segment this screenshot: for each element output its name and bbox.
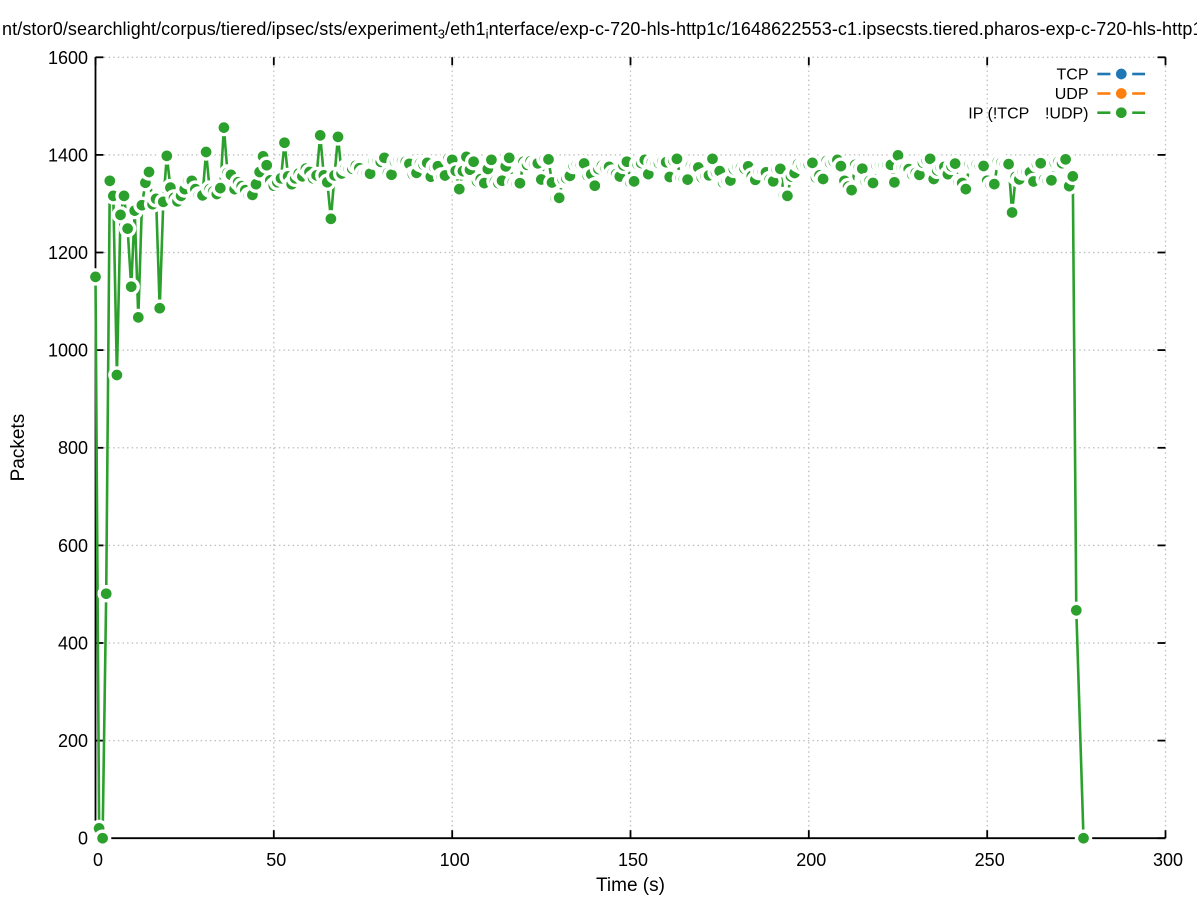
svg-text:1200: 1200 [48, 243, 88, 263]
svg-text:1000: 1000 [48, 341, 88, 361]
svg-text:Packets: Packets [8, 414, 29, 482]
svg-text:300: 300 [1153, 850, 1183, 870]
svg-text:1600: 1600 [48, 48, 88, 68]
svg-text:0: 0 [78, 829, 88, 849]
svg-text:200: 200 [58, 731, 88, 751]
svg-text:IP (!TCP !UDP): IP (!TCP !UDP) [968, 105, 1088, 122]
svg-text:nt/stor0/searchlight/corpus/ti: nt/stor0/searchlight/corpus/tiered/ipsec… [2, 19, 1197, 42]
svg-text:800: 800 [58, 438, 88, 458]
svg-text:TCP: TCP [1057, 67, 1089, 84]
svg-text:0: 0 [93, 850, 103, 870]
svg-text:50: 50 [266, 850, 286, 870]
svg-text:200: 200 [796, 850, 826, 870]
svg-text:1400: 1400 [48, 145, 88, 165]
svg-text:250: 250 [975, 850, 1005, 870]
svg-text:100: 100 [440, 850, 470, 870]
svg-text:UDP: UDP [1055, 86, 1089, 103]
svg-text:Time (s): Time (s) [596, 875, 665, 896]
svg-text:150: 150 [618, 850, 648, 870]
svg-text:400: 400 [58, 634, 88, 654]
svg-text:600: 600 [58, 536, 88, 556]
